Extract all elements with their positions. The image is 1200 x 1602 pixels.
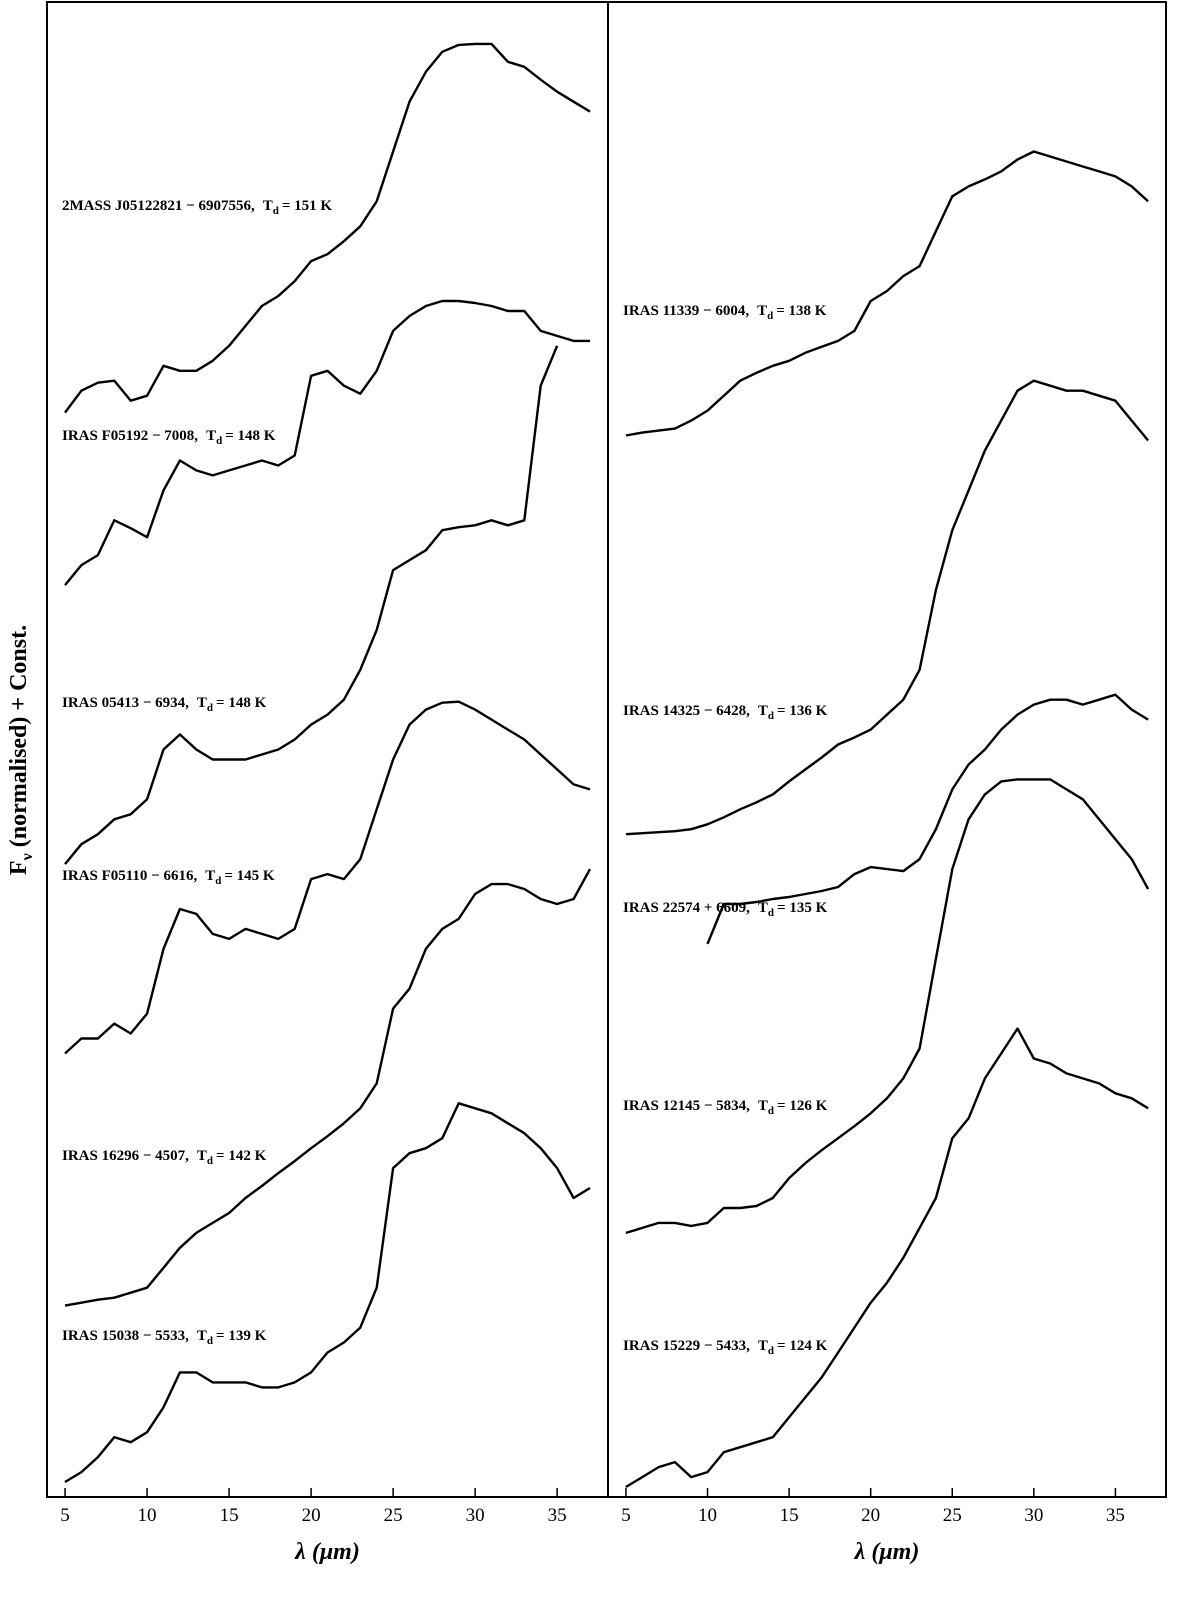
td-value: = 135 K	[777, 900, 828, 916]
td-symbol: T	[197, 1148, 207, 1164]
td-symbol: T	[197, 695, 207, 711]
spectrum-line	[625, 1027, 1149, 1489]
x-tick-label: 30	[466, 1505, 485, 1526]
series-label: IRAS 11339 − 6004, Td = 138 K	[623, 303, 827, 322]
td-value: = 145 K	[224, 868, 275, 884]
x-tick-label: 10	[138, 1505, 157, 1526]
series-label: IRAS F05110 − 6616, Td = 145 K	[62, 868, 275, 887]
series-name: IRAS 15229 − 5433,	[623, 1338, 750, 1354]
x-tick-label: 20	[861, 1505, 880, 1526]
series-name: IRAS F05192 − 7008,	[62, 428, 198, 444]
td-symbol: T	[758, 703, 768, 719]
td-value: = 124 K	[777, 1338, 828, 1354]
spectrum-line	[625, 150, 1149, 437]
x-tick-label: 30	[1024, 1505, 1043, 1526]
series-label: IRAS F05192 − 7008, Td = 148 K	[62, 428, 276, 447]
series-label: IRAS 05413 − 6934, Td = 148 K	[62, 695, 267, 714]
x-tick-label: 25	[943, 1505, 962, 1526]
td-symbol: T	[205, 868, 215, 884]
td-value: = 148 K	[225, 428, 276, 444]
td-subscript: d	[768, 1105, 774, 1117]
x-tick-label: 10	[698, 1505, 717, 1526]
spectrum-line	[625, 379, 1150, 836]
td-symbol: T	[263, 198, 273, 214]
spectrum-line	[64, 700, 591, 1055]
td-value: = 136 K	[777, 703, 828, 719]
series-name: IRAS 14325 − 6428,	[623, 703, 750, 719]
series-label: 2MASS J05122821 − 6907556, Td = 151 K	[62, 198, 332, 217]
td-symbol: T	[758, 1338, 768, 1354]
series-label: IRAS 15229 − 5433, Td = 124 K	[623, 1338, 828, 1357]
spectrum-line	[706, 693, 1149, 945]
td-value: = 148 K	[216, 695, 267, 711]
y-label-main: F	[6, 860, 32, 875]
series-label: IRAS 14325 − 6428, Td = 136 K	[623, 703, 828, 722]
td-subscript: d	[273, 205, 279, 217]
series-name: IRAS 05413 − 6934,	[62, 695, 189, 711]
panel-frame	[607, 1, 1167, 1498]
td-symbol: T	[758, 1098, 768, 1114]
panel-frame	[46, 1, 609, 1498]
spectrum-line	[64, 299, 590, 586]
x-tick-label: 15	[220, 1505, 239, 1526]
td-symbol: T	[758, 900, 768, 916]
td-subscript: d	[207, 1155, 213, 1167]
td-subscript: d	[207, 1335, 213, 1347]
x-tick-label: 35	[1106, 1505, 1125, 1526]
series-name: IRAS 12145 − 5834,	[623, 1098, 750, 1114]
series-name: IRAS 22574 + 6609,	[623, 900, 750, 916]
td-symbol: T	[197, 1328, 207, 1344]
td-symbol: T	[206, 428, 216, 444]
td-value: = 142 K	[216, 1148, 267, 1164]
td-symbol: T	[757, 303, 767, 319]
y-label-sub: ν	[19, 853, 36, 861]
td-subscript: d	[768, 907, 774, 919]
series-label: IRAS 22574 + 6609, Td = 135 K	[623, 900, 828, 919]
td-value: = 138 K	[776, 303, 827, 319]
spectrum-line	[64, 345, 559, 865]
x-tick-label: 20	[302, 1505, 321, 1526]
td-value: = 139 K	[216, 1328, 267, 1344]
td-subscript: d	[207, 702, 213, 714]
spectrum-line	[625, 778, 1150, 1235]
spectrum-line	[64, 868, 592, 1307]
td-subscript: d	[768, 1345, 774, 1357]
td-value: = 126 K	[777, 1098, 828, 1114]
y-label-rest: (normalised) + Const.	[6, 625, 32, 847]
x-tick-label: 25	[384, 1505, 403, 1526]
td-subscript: d	[768, 710, 774, 722]
spectrum-line	[64, 1102, 591, 1484]
spectrum-line	[64, 42, 591, 414]
series-name: 2MASS J05122821 − 6907556,	[62, 198, 255, 214]
td-value: = 151 K	[282, 198, 333, 214]
series-label: IRAS 15038 − 5533, Td = 139 K	[62, 1328, 267, 1347]
x-tick-label: 15	[780, 1505, 799, 1526]
series-name: IRAS 16296 − 4507,	[62, 1148, 189, 1164]
y-axis-label: Fν (normalised) + Const.	[6, 625, 36, 875]
x-tick-label: 5	[621, 1505, 631, 1526]
x-axis-label: λ (μm)	[294, 1539, 360, 1565]
series-name: IRAS 15038 − 5533,	[62, 1328, 189, 1344]
x-axis-label: λ (μm)	[854, 1539, 920, 1565]
series-label: IRAS 16296 − 4507, Td = 142 K	[62, 1148, 267, 1167]
series-name: IRAS F05110 − 6616,	[62, 868, 197, 884]
td-subscript: d	[767, 310, 773, 322]
series-label: IRAS 12145 − 5834, Td = 126 K	[623, 1098, 828, 1117]
series-name: IRAS 11339 − 6004,	[623, 303, 749, 319]
x-tick-label: 35	[548, 1505, 567, 1526]
td-subscript: d	[215, 875, 221, 887]
td-subscript: d	[216, 435, 222, 447]
x-tick-label: 5	[60, 1505, 70, 1526]
